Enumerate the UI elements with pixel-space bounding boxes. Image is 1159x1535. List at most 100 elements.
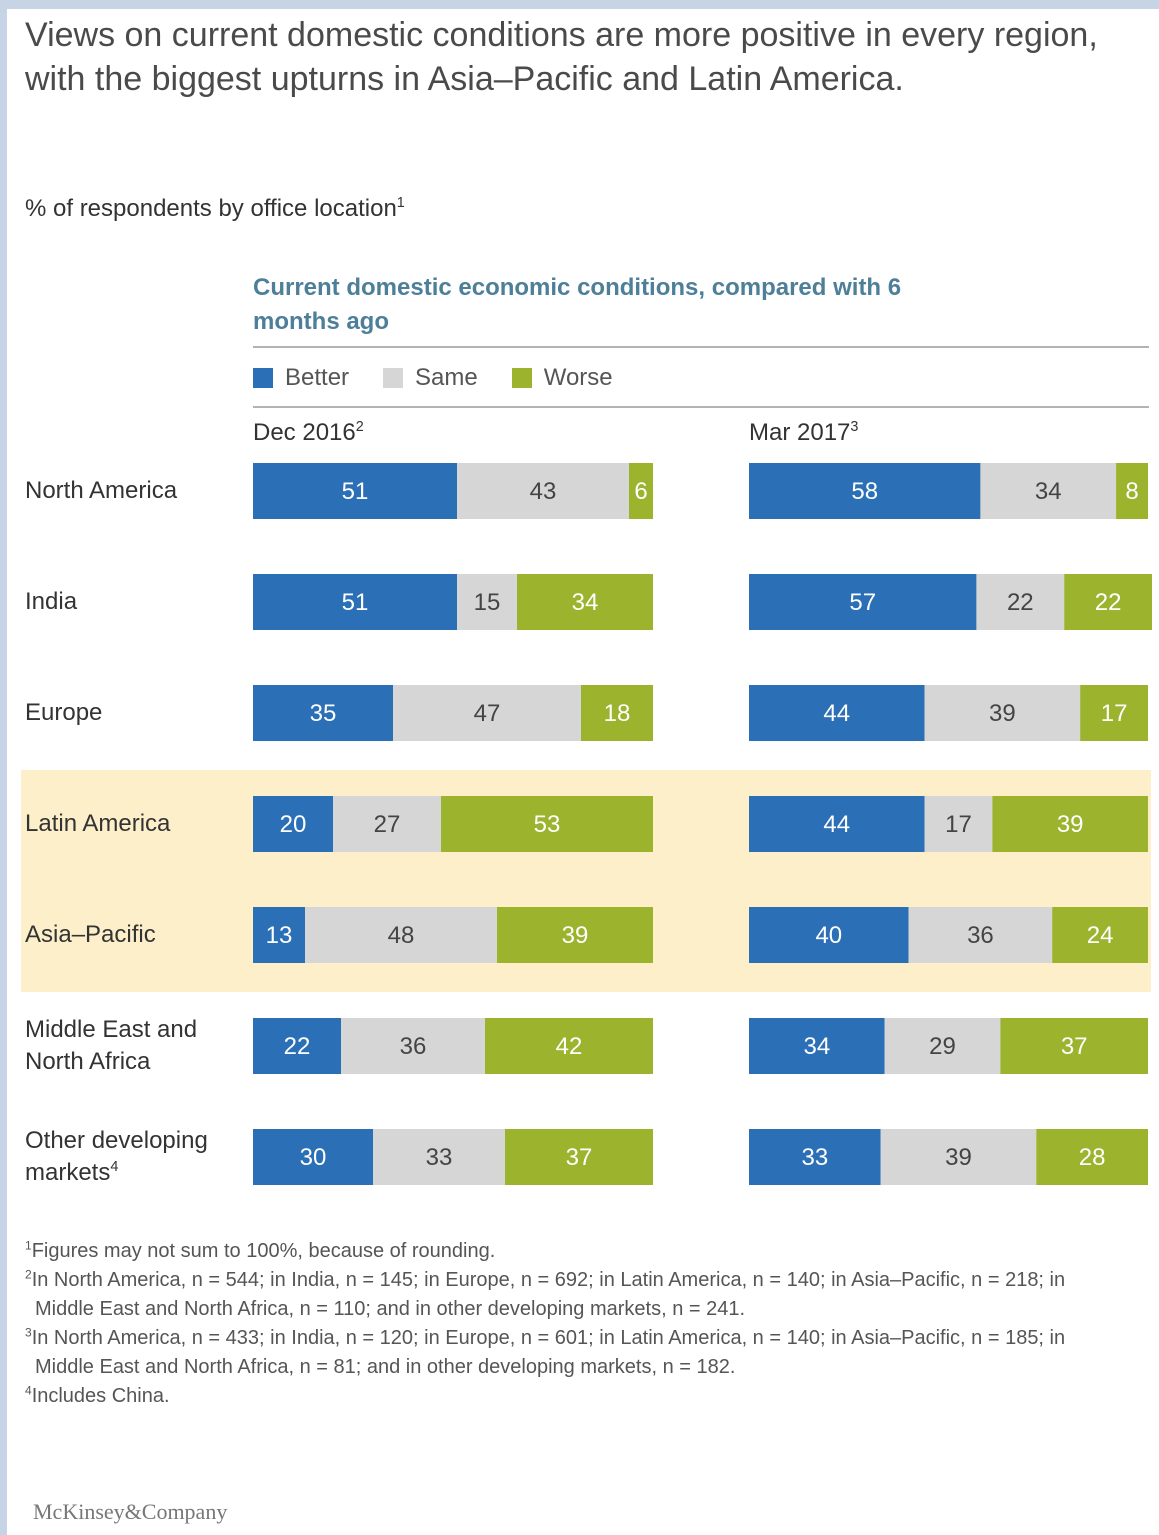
bar-label-mar-2017-other-developing-markets-worse: 28 bbox=[1079, 1144, 1106, 1171]
region-label-middle-east: Middle East and North Africa bbox=[25, 1014, 235, 1078]
bar-label-dec-2016-asia-pacific-worse: 39 bbox=[562, 922, 589, 949]
bar-mar-2017-middle-east-and-north-africa-same bbox=[884, 1018, 1001, 1074]
bar-mar-2017-north-america-same bbox=[980, 463, 1117, 519]
bar-mar-2017-india-better bbox=[749, 574, 977, 630]
bar-label-mar-2017-asia-pacific-worse: 24 bbox=[1087, 922, 1114, 949]
bar-label-dec-2016-europe-same: 47 bbox=[474, 700, 501, 727]
region-label-latin-america-text: Latin America bbox=[25, 810, 171, 837]
bar-label-mar-2017-europe-same: 39 bbox=[989, 700, 1016, 727]
region-label-other-developing: Other developing markets4 bbox=[25, 1125, 250, 1189]
bar-label-dec-2016-north-america-same: 43 bbox=[530, 478, 557, 505]
bar-label-mar-2017-middle-east-and-north-africa-better: 34 bbox=[803, 1033, 830, 1060]
period-label-dec-2016: Dec 20162 bbox=[253, 419, 364, 447]
bar-label-dec-2016-other-developing-markets-same: 33 bbox=[426, 1144, 453, 1171]
legend-swatch-better bbox=[253, 368, 273, 388]
footnote-2: 2In North America, n = 544; in India, n … bbox=[25, 1266, 1115, 1324]
bar-label-mar-2017-north-america-worse: 8 bbox=[1125, 478, 1138, 505]
bar-dec-2016-europe-better bbox=[253, 685, 393, 741]
bar-dec-2016-other-developing-markets-better bbox=[253, 1129, 373, 1185]
bar-label-dec-2016-middle-east-and-north-africa-same: 36 bbox=[400, 1033, 427, 1060]
bar-mar-2017-india-worse bbox=[1064, 574, 1152, 630]
bar-mar-2017-latin-america-same bbox=[924, 796, 993, 852]
legend-item-worse: Worse bbox=[511, 364, 613, 392]
footnote-1-text: Figures may not sum to 100%, because of … bbox=[31, 1240, 496, 1262]
bar-label-mar-2017-middle-east-and-north-africa-worse: 37 bbox=[1061, 1033, 1088, 1060]
legend-item-better: Better bbox=[253, 364, 349, 392]
company-logo: McKinsey&Company bbox=[33, 1499, 228, 1524]
region-label-india-text: India bbox=[25, 588, 78, 615]
footnote-4-mark: 4 bbox=[25, 1383, 32, 1398]
footnote-4: 4Includes China. bbox=[25, 1382, 1115, 1411]
region-footnote-mark-other-developing: 4 bbox=[110, 1159, 119, 1175]
legend-swatch-worse bbox=[511, 368, 532, 388]
bar-dec-2016-asia-pacific-worse bbox=[497, 907, 653, 963]
legend-label-worse: Worse bbox=[543, 364, 613, 391]
bar-dec-2016-other-developing-markets-same bbox=[373, 1129, 505, 1185]
bar-dec-2016-europe-same bbox=[393, 685, 581, 741]
bar-label-mar-2017-india-better: 57 bbox=[849, 589, 876, 616]
footnote-4-text: Includes China. bbox=[31, 1385, 170, 1407]
bar-dec-2016-asia-pacific-better bbox=[253, 907, 305, 963]
bar-mar-2017-other-developing-markets-same bbox=[880, 1129, 1037, 1185]
bar-label-dec-2016-other-developing-markets-better: 30 bbox=[300, 1144, 327, 1171]
footnote-3-text: In North America, n = 433; in India, n =… bbox=[31, 1327, 1066, 1378]
footnote-1-mark: 1 bbox=[25, 1238, 32, 1253]
bar-dec-2016-north-america-better bbox=[253, 463, 457, 519]
bar-label-dec-2016-europe-worse: 18 bbox=[604, 700, 631, 727]
region-label-north-america-text: North America bbox=[25, 477, 178, 504]
region-label-middle-east-text: Middle East and North Africa bbox=[25, 1016, 198, 1075]
bar-label-mar-2017-india-same: 22 bbox=[1007, 589, 1034, 616]
bar-label-dec-2016-middle-east-and-north-africa-better: 22 bbox=[284, 1033, 311, 1060]
bar-dec-2016-middle-east-and-north-africa-worse bbox=[485, 1018, 653, 1074]
footnotes: 1Figures may not sum to 100%, because of… bbox=[25, 1237, 1115, 1411]
bar-label-dec-2016-india-better: 51 bbox=[342, 589, 369, 616]
bar-label-mar-2017-north-america-better: 58 bbox=[851, 478, 878, 505]
bar-mar-2017-latin-america-worse bbox=[992, 796, 1148, 852]
bar-dec-2016-other-developing-markets-worse bbox=[505, 1129, 653, 1185]
bar-dec-2016-middle-east-and-north-africa-better bbox=[253, 1018, 341, 1074]
subtitle-text: % of respondents by office location bbox=[25, 195, 397, 222]
bar-label-mar-2017-latin-america-better: 44 bbox=[823, 811, 850, 838]
legend-item-same: Same bbox=[383, 364, 478, 392]
region-label-other-developing-text: Other developing markets4 bbox=[25, 1125, 250, 1189]
region-label-india: India bbox=[25, 574, 245, 630]
footnote-3-mark: 3 bbox=[25, 1325, 32, 1340]
region-label-latin-america: Latin America bbox=[25, 796, 245, 852]
bar-label-mar-2017-middle-east-and-north-africa-same: 29 bbox=[929, 1033, 956, 1060]
bar-mar-2017-other-developing-markets-better bbox=[749, 1129, 881, 1185]
bar-label-dec-2016-other-developing-markets-worse: 37 bbox=[566, 1144, 593, 1171]
legend: Better Same Worse bbox=[253, 361, 647, 395]
chart-card: Views on current domestic conditions are… bbox=[7, 9, 1159, 1535]
legend-label-same: Same bbox=[415, 364, 478, 391]
region-label-asia-pacific-text: Asia–Pacific bbox=[25, 921, 156, 948]
bar-label-mar-2017-europe-worse: 17 bbox=[1101, 700, 1128, 727]
bar-label-dec-2016-north-america-worse: 6 bbox=[634, 478, 647, 505]
bar-mar-2017-europe-same bbox=[924, 685, 1081, 741]
bar-label-dec-2016-latin-america-same: 27 bbox=[374, 811, 401, 838]
bar-mar-2017-north-america-worse bbox=[1116, 463, 1148, 519]
region-label-north-america: North America bbox=[25, 463, 245, 519]
bar-label-mar-2017-india-worse: 22 bbox=[1095, 589, 1122, 616]
bar-label-mar-2017-latin-america-same: 17 bbox=[945, 811, 972, 838]
legend-label-better: Better bbox=[285, 364, 350, 391]
bar-mar-2017-asia-pacific-better bbox=[749, 907, 909, 963]
stacked-bars: 51 43 6 51 15 34 35 47 18 20 27 53 13 48 39 22 36 42 30 33 3… bbox=[253, 463, 1152, 1185]
bar-mar-2017-india-same bbox=[976, 574, 1065, 630]
period-footnote-mark-mar-2017: 3 bbox=[850, 419, 859, 435]
footnote-1: 1Figures may not sum to 100%, because of… bbox=[25, 1237, 1115, 1266]
bar-label-mar-2017-latin-america-worse: 39 bbox=[1057, 811, 1084, 838]
bar-label-mar-2017-asia-pacific-better: 40 bbox=[815, 922, 842, 949]
bar-label-mar-2017-other-developing-markets-same: 39 bbox=[945, 1144, 972, 1171]
bar-dec-2016-latin-america-better bbox=[253, 796, 333, 852]
bar-label-dec-2016-india-same: 15 bbox=[474, 589, 501, 616]
region-label-europe-text: Europe bbox=[25, 699, 103, 726]
period-label-mar-2017-text: Mar 2017 bbox=[749, 419, 851, 446]
bar-dec-2016-middle-east-and-north-africa-same bbox=[341, 1018, 485, 1074]
bar-mar-2017-asia-pacific-same bbox=[908, 907, 1053, 963]
bar-mar-2017-middle-east-and-north-africa-better bbox=[749, 1018, 885, 1074]
bar-label-dec-2016-europe-better: 35 bbox=[310, 700, 337, 727]
bar-dec-2016-north-america-same bbox=[457, 463, 629, 519]
bar-dec-2016-india-better bbox=[253, 574, 457, 630]
bar-label-dec-2016-asia-pacific-same: 48 bbox=[388, 922, 415, 949]
bar-mar-2017-latin-america-better bbox=[749, 796, 925, 852]
